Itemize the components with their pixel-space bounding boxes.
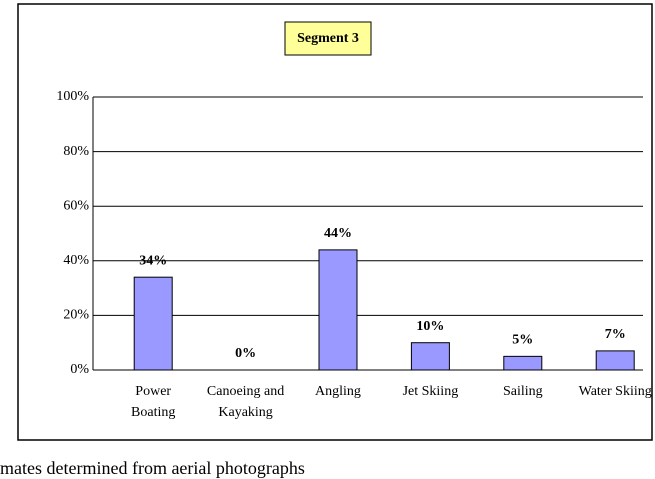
data-label: 34% — [139, 253, 167, 268]
y-tick-label: 0% — [70, 362, 89, 377]
bar — [503, 355, 543, 371]
data-label: 0% — [235, 346, 256, 361]
y-tick-label: 20% — [63, 308, 89, 323]
x-tick-label: Canoeing and Kayaking — [206, 384, 285, 420]
y-tick-label: 80% — [63, 144, 89, 159]
y-tick-label: 60% — [63, 198, 89, 213]
chart-frame — [17, 3, 653, 441]
x-tick-label: Water Skiing — [578, 384, 652, 399]
bar — [133, 276, 173, 371]
title-box — [284, 21, 372, 56]
data-label: 5% — [512, 333, 533, 348]
x-tick-label: Sailing — [502, 384, 543, 399]
x-tick-label: Power Boating — [131, 384, 176, 420]
x-tick-label: Jet Skiing — [402, 384, 459, 399]
bar — [410, 342, 450, 371]
data-label: 10% — [416, 319, 444, 334]
x-tick-label: Angling — [315, 384, 361, 399]
chart-title: Segment 3 — [297, 31, 359, 46]
y-tick-label: 100% — [56, 89, 89, 104]
bar — [318, 249, 358, 371]
data-label: 44% — [324, 226, 352, 241]
bar — [595, 350, 635, 371]
caption: mates determined from aerial photographs — [0, 458, 305, 478]
y-tick-label: 40% — [63, 253, 89, 268]
data-label: 7% — [605, 327, 626, 342]
